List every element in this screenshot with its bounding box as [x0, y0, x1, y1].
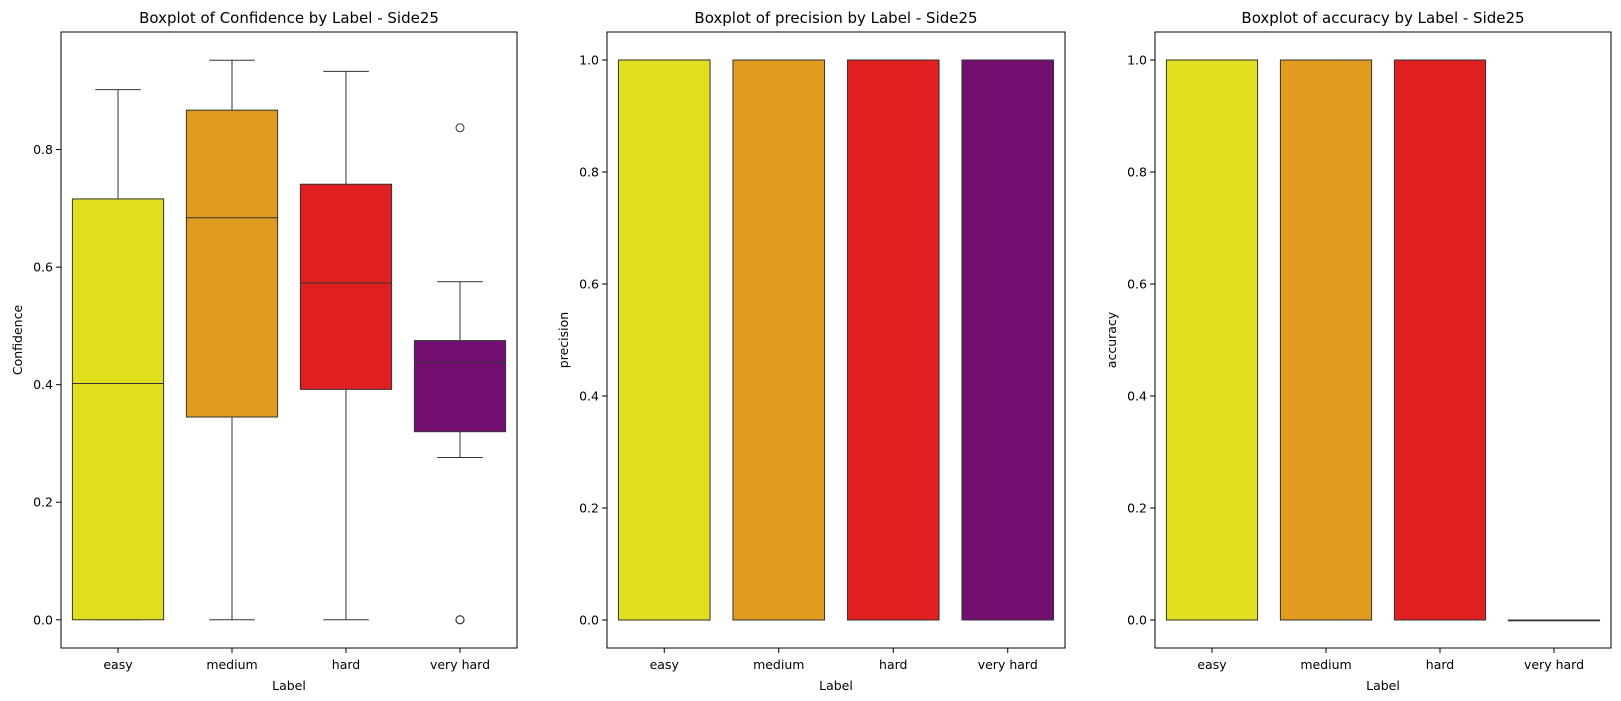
- iqr-box: [1393, 59, 1487, 621]
- box-medium: [185, 59, 279, 621]
- box-easy: [1165, 59, 1259, 621]
- iqr-box: [185, 109, 279, 418]
- y-tick-label: 0.2: [579, 501, 599, 516]
- axes-frame: [60, 31, 518, 649]
- x-tick-label: easy: [1197, 657, 1227, 672]
- iqr-box: [299, 183, 393, 390]
- y-tick-label: 0.0: [579, 613, 599, 628]
- box-very-hard: [1507, 619, 1601, 622]
- iqr-box: [732, 59, 826, 621]
- outlier-point: [455, 615, 465, 625]
- chart-title: Boxplot of Confidence by Label - Side25: [139, 9, 439, 27]
- x-axis-label: Label: [272, 678, 306, 693]
- box-hard: [1393, 59, 1487, 621]
- iqr-box: [846, 59, 940, 621]
- y-tick-label: 1.0: [1127, 53, 1147, 68]
- x-tick-label: very hard: [430, 657, 490, 672]
- y-axis-label: Confidence: [10, 305, 25, 376]
- x-tick-label: very hard: [978, 657, 1038, 672]
- y-tick-label: 0.8: [579, 165, 599, 180]
- y-axis-label: accuracy: [1104, 311, 1119, 368]
- x-tick-label: very hard: [1524, 657, 1584, 672]
- iqr-box: [1279, 59, 1373, 621]
- iqr-box: [961, 59, 1055, 621]
- iqr-box: [413, 340, 507, 433]
- x-tick-label: medium: [753, 657, 804, 672]
- x-axis-label: Label: [1366, 678, 1400, 693]
- y-tick-label: 0.4: [579, 389, 599, 404]
- box-very-hard: [961, 59, 1055, 621]
- axes-frame: [606, 31, 1066, 649]
- x-tick-label: hard: [879, 657, 907, 672]
- x-tick-label: easy: [103, 657, 133, 672]
- precision-boxplot-panel: Boxplot of precision by Label - Side25 L…: [556, 9, 1066, 693]
- y-tick-label: 0.8: [1127, 165, 1147, 180]
- y-axis-label: precision: [556, 312, 571, 368]
- chart-title: Boxplot of accuracy by Label - Side25: [1241, 9, 1524, 27]
- x-tick-label: easy: [650, 657, 680, 672]
- box-easy: [617, 59, 711, 621]
- x-tick-label: hard: [1426, 657, 1454, 672]
- iqr-box: [1165, 59, 1259, 621]
- y-tick-label: 0.0: [1127, 613, 1147, 628]
- y-tick-label: 0.4: [33, 377, 53, 392]
- y-tick-label: 0.2: [1127, 501, 1147, 516]
- iqr-box: [617, 59, 711, 621]
- box-easy: [71, 89, 165, 621]
- outlier-point: [455, 123, 465, 133]
- x-tick-label: hard: [332, 657, 360, 672]
- box-medium: [732, 59, 826, 621]
- y-tick-label: 0.2: [33, 495, 53, 510]
- y-tick-label: 0.4: [1127, 389, 1147, 404]
- y-tick-label: 1.0: [579, 53, 599, 68]
- y-tick-label: 0.0: [33, 612, 53, 627]
- y-tick-label: 0.6: [579, 277, 599, 292]
- box-medium: [1279, 59, 1373, 621]
- axes-frame: [1154, 31, 1612, 649]
- accuracy-boxplot-panel: Boxplot of accuracy by Label - Side25 La…: [1104, 9, 1612, 693]
- box-very-hard: [413, 123, 507, 625]
- x-tick-label: medium: [1300, 657, 1351, 672]
- iqr-box: [71, 198, 165, 621]
- y-tick-label: 0.8: [33, 142, 53, 157]
- box-hard: [846, 59, 940, 621]
- box-hard: [299, 70, 393, 621]
- y-tick-label: 0.6: [33, 260, 53, 275]
- y-tick-label: 0.6: [1127, 277, 1147, 292]
- chart-title: Boxplot of precision by Label - Side25: [694, 9, 977, 27]
- x-axis-label: Label: [819, 678, 853, 693]
- x-tick-label: medium: [206, 657, 257, 672]
- confidence-boxplot-panel: Boxplot of Confidence by Label - Side25 …: [10, 9, 518, 693]
